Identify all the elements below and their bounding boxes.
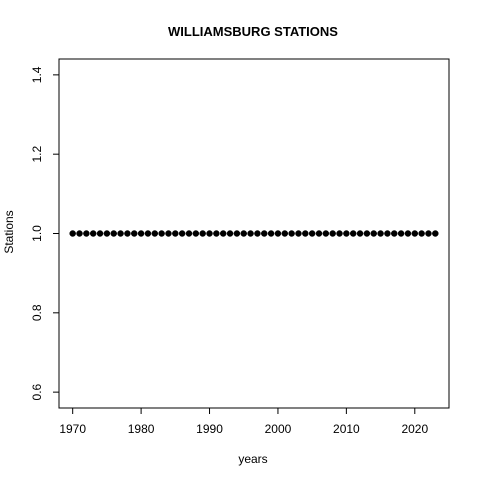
data-point (377, 230, 384, 237)
data-point (432, 230, 439, 237)
data-point (425, 230, 432, 237)
data-point (144, 230, 152, 237)
data-point (356, 230, 364, 237)
x-axis-title: years (238, 452, 267, 466)
data-point (411, 230, 419, 237)
data-point (206, 230, 213, 237)
data-point (124, 230, 131, 237)
data-point (329, 230, 336, 237)
data-point (302, 230, 309, 237)
data-point (213, 230, 220, 237)
data-point (397, 230, 405, 237)
data-point (151, 230, 159, 237)
data-point (391, 230, 398, 237)
data-point (158, 230, 165, 237)
data-point (131, 230, 138, 237)
y-tick-label: 1.2 (30, 146, 44, 163)
data-point (240, 230, 247, 237)
data-point (261, 230, 268, 237)
data-point (336, 230, 343, 237)
data-point (384, 230, 391, 237)
y-tick-label: 0.8 (30, 304, 44, 321)
data-point (295, 230, 302, 237)
y-tick-label: 0.6 (30, 383, 44, 400)
x-tick-label: 2000 (265, 422, 292, 436)
data-point (165, 230, 172, 237)
data-point (103, 230, 111, 237)
data-point (76, 230, 83, 237)
y-tick-label: 1.4 (30, 66, 44, 83)
data-point (274, 230, 282, 237)
x-tick-label: 1970 (59, 422, 86, 436)
data-point (192, 230, 200, 237)
data-point (69, 230, 76, 237)
data-point (322, 230, 330, 237)
y-tick-label: 1.0 (30, 225, 44, 242)
data-point (137, 230, 145, 237)
y-axis: 0.6 0.8 1.0 1.2 1.4 (30, 66, 60, 400)
data-point (178, 230, 186, 237)
data-point (343, 230, 350, 237)
data-point (363, 230, 371, 237)
data-point (418, 230, 425, 237)
x-tick-label: 2020 (401, 422, 428, 436)
x-axis: 1970 1980 1990 2000 2010 2020 (59, 407, 428, 436)
data-points (69, 230, 439, 237)
data-point (110, 230, 117, 237)
data-point (226, 230, 234, 237)
chart-title: WILLIAMSBURG STATIONS (168, 24, 338, 39)
data-point (267, 230, 275, 237)
data-point (199, 230, 206, 237)
data-point (370, 230, 377, 237)
x-tick-label: 1990 (196, 422, 223, 436)
data-point (315, 230, 323, 237)
data-point (233, 230, 241, 237)
x-tick-label: 2010 (333, 422, 360, 436)
x-tick-label: 1980 (128, 422, 155, 436)
data-point (308, 230, 316, 237)
data-point (172, 230, 179, 237)
data-point (288, 230, 295, 237)
data-point (96, 230, 104, 237)
data-point (219, 230, 227, 237)
data-point (247, 230, 254, 237)
data-point (185, 230, 193, 237)
data-point (404, 230, 412, 237)
data-point (349, 230, 357, 237)
y-axis-title: Stations (2, 210, 16, 253)
data-point (83, 230, 90, 237)
data-point (254, 230, 261, 237)
data-point (281, 230, 289, 237)
data-point (117, 230, 124, 237)
data-point (89, 230, 97, 237)
